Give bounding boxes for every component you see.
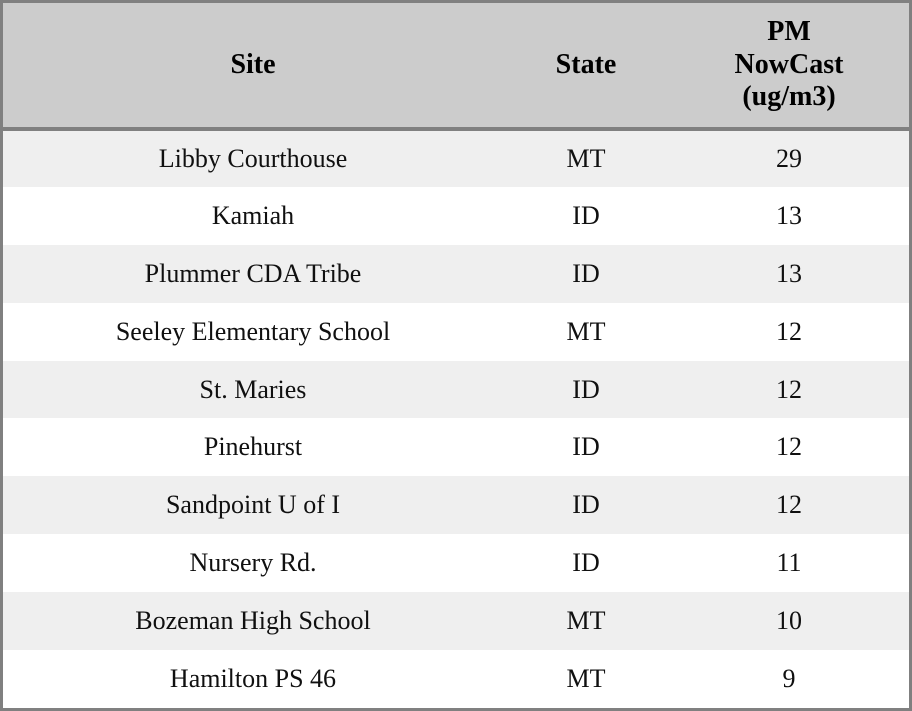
table-row[interactable]: Hamilton PS 46 MT 9: [3, 650, 909, 708]
table-header: Site State PM NowCast (ug/m3): [3, 3, 909, 131]
cell-pm-nowcast: 29: [669, 129, 909, 187]
cell-pm-nowcast: 12: [669, 418, 909, 477]
table-row[interactable]: Kamiah ID 13: [3, 186, 909, 245]
cell-pm-nowcast: 12: [669, 360, 909, 419]
cell-site: Plummer CDA Tribe: [3, 244, 503, 303]
cell-pm-nowcast: 9: [669, 650, 909, 708]
table-row[interactable]: Bozeman High School MT 10: [3, 592, 909, 651]
cell-site: St. Maries: [3, 360, 503, 419]
cell-pm-nowcast: 10: [669, 592, 909, 651]
cell-pm-nowcast: 12: [669, 302, 909, 361]
cell-state: MT: [503, 592, 669, 651]
table-row[interactable]: Sandpoint U of I ID 12: [3, 476, 909, 535]
table-row[interactable]: St. Maries ID 12: [3, 360, 909, 419]
cell-pm-nowcast: 13: [669, 244, 909, 303]
cell-state: ID: [503, 244, 669, 303]
cell-state: ID: [503, 360, 669, 419]
column-header-pm-nowcast-line1: PM: [767, 16, 811, 48]
cell-site: Nursery Rd.: [3, 534, 503, 593]
table-header-row: Site State PM NowCast (ug/m3): [3, 3, 909, 131]
cell-state: MT: [503, 129, 669, 187]
cell-state: MT: [503, 650, 669, 708]
cell-site: Bozeman High School: [3, 592, 503, 651]
cell-site: Seeley Elementary School: [3, 302, 503, 361]
column-header-pm-nowcast[interactable]: PM NowCast (ug/m3): [669, 3, 909, 131]
cell-state: MT: [503, 302, 669, 361]
table-row[interactable]: Plummer CDA Tribe ID 13: [3, 244, 909, 303]
table-row[interactable]: Nursery Rd. ID 11: [3, 534, 909, 593]
cell-state: ID: [503, 186, 669, 245]
cell-site: Sandpoint U of I: [3, 476, 503, 535]
cell-state: ID: [503, 534, 669, 593]
cell-site: Kamiah: [3, 186, 503, 245]
table-body: Libby Courthouse MT 29 Kamiah ID 13 Plummer CD…: [3, 129, 909, 708]
column-header-pm-nowcast-line3: (ug/m3): [742, 81, 836, 113]
cell-pm-nowcast: 13: [669, 186, 909, 245]
cell-pm-nowcast: 12: [669, 476, 909, 535]
cell-state: ID: [503, 476, 669, 535]
table-row[interactable]: Libby Courthouse MT 29: [3, 129, 909, 187]
cell-site: Hamilton PS 46: [3, 650, 503, 708]
column-header-state[interactable]: State: [503, 3, 669, 131]
cell-pm-nowcast: 11: [669, 534, 909, 593]
column-header-site[interactable]: Site: [3, 3, 503, 131]
cell-site: Libby Courthouse: [3, 129, 503, 187]
pm-nowcast-table: Site State PM NowCast (ug/m3) Libby Cour…: [3, 3, 909, 708]
cell-state: ID: [503, 418, 669, 477]
cell-site: Pinehurst: [3, 418, 503, 477]
column-header-pm-nowcast-line2: NowCast: [734, 48, 844, 80]
table-row[interactable]: Pinehurst ID 12: [3, 418, 909, 477]
table-row[interactable]: Seeley Elementary School MT 12: [3, 302, 909, 361]
